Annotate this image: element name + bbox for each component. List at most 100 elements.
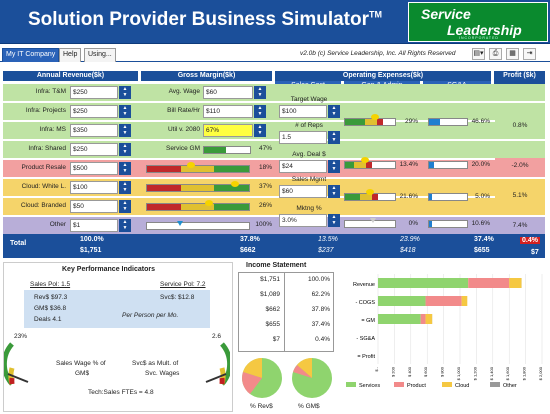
total-gm-amt: $662 — [240, 247, 256, 254]
revenue-input[interactable]: $250 — [70, 143, 118, 156]
opex-input-label: # of Reps — [295, 122, 323, 129]
spinner-icon[interactable]: ▲ ▼ — [119, 200, 131, 213]
legend-swatch — [346, 382, 356, 387]
ga-marker — [366, 189, 375, 195]
revenue-input[interactable]: $250 — [70, 86, 118, 99]
kpi-box — [24, 290, 210, 328]
category-label: - SG&A — [356, 336, 375, 342]
spinner-icon[interactable]: ▲ ▼ — [328, 105, 340, 118]
opex-input[interactable]: $60 — [279, 185, 327, 198]
kpi-per-person: Per Person per Mo. — [122, 312, 179, 319]
sga-bar-fill — [429, 194, 432, 200]
gm-bar-pct: 37% — [258, 183, 272, 190]
spinner-icon[interactable]: ▲ ▼ — [119, 143, 131, 156]
legend-swatch — [490, 382, 500, 387]
ga-pct: 0% — [408, 220, 418, 227]
revenue-input[interactable]: $250 — [70, 105, 118, 118]
spinner-icon[interactable]: ▲ ▼ — [119, 181, 131, 194]
total-sales-amt: $237 — [318, 247, 334, 254]
x-tick-label: $ 1,800 — [522, 366, 527, 380]
ga-marker — [370, 218, 376, 223]
gm-input[interactable]: $110 — [203, 105, 253, 118]
legend-label: Services — [359, 383, 380, 389]
opex-input[interactable]: $24 — [279, 160, 327, 173]
spinner-icon[interactable]: ▲ ▼ — [119, 219, 131, 232]
print-icon[interactable]: ⎙ — [489, 48, 502, 60]
exit-icon[interactable]: ⇥ — [523, 48, 536, 60]
tab-using[interactable]: Using... — [84, 48, 116, 62]
gm-marker — [177, 221, 184, 226]
ga-bar-green — [345, 162, 355, 168]
gm-bar-pct: 18% — [258, 164, 272, 171]
total-rev-amt: $1,751 — [80, 247, 102, 254]
income-pct: 0.4% — [315, 336, 330, 343]
gm-input[interactable]: $60 — [203, 86, 253, 99]
gm-input[interactable]: 67% — [203, 124, 253, 137]
ga-bar-green — [345, 119, 366, 125]
total-sga-amt: $655 — [474, 247, 490, 254]
income-statement-title: Income Statement — [246, 262, 307, 269]
sga-pct: 5.0% — [475, 193, 490, 200]
spinner-icon[interactable]: ▲ ▼ — [328, 131, 340, 144]
kpi-panel — [3, 262, 233, 412]
service-gm-fill — [204, 147, 226, 153]
revenue-input[interactable]: $1 — [70, 219, 118, 232]
revenue-input[interactable]: $100 — [70, 181, 118, 194]
spinner-icon[interactable]: ▲ ▼ — [328, 185, 340, 198]
bar-cloud — [509, 278, 522, 288]
total-gm-pct: 37.8% — [240, 236, 260, 243]
tab-help[interactable]: Help — [59, 48, 82, 62]
gm-bar-green — [214, 204, 249, 210]
row-band — [3, 122, 545, 139]
tab-bar: My IT Company Help Using... — [0, 47, 550, 62]
gm-input-label: Avg. Wage — [168, 88, 200, 95]
gauge1-value: 23% — [14, 333, 28, 340]
version-text: v2.0b (c) Service Leadership, Inc. All R… — [300, 50, 456, 57]
spinner-icon[interactable]: ▲ ▼ — [254, 86, 266, 99]
spinner-icon[interactable]: ▲ ▼ — [328, 160, 340, 173]
opex-input[interactable]: 1.5 — [279, 131, 327, 144]
spinner-icon[interactable]: ▲ ▼ — [119, 162, 131, 175]
tab-my-it-company[interactable]: My IT Company — [2, 48, 60, 62]
bar-cloud — [461, 296, 468, 306]
x-tick-label: $ 1,400 — [489, 366, 494, 380]
spinner-icon[interactable]: ▲ ▼ — [119, 124, 131, 137]
bar-services — [378, 278, 469, 288]
bar-product — [468, 278, 510, 288]
spinner-icon[interactable]: ▲ ▼ — [328, 214, 340, 227]
ga-bar-red — [366, 162, 373, 168]
row-band — [3, 217, 545, 234]
pie-gm — [292, 358, 332, 398]
revenue-input[interactable]: $350 — [70, 124, 118, 137]
revenue-row-label: Other — [49, 221, 66, 228]
gm-bar-red — [147, 204, 181, 210]
gm-input-label: Util v. 2080 — [167, 126, 200, 133]
gross-margin-header: Gross Margin($k) — [141, 71, 272, 81]
spinner-icon[interactable]: ▲ ▼ — [119, 105, 131, 118]
total-sga-pct: 37.4% — [474, 236, 494, 243]
calculator-icon[interactable]: ▦ — [506, 48, 519, 60]
opex-input-label: Sales Mgmt — [291, 176, 327, 183]
opex-input[interactable]: $100 — [279, 105, 327, 118]
x-tick-label: $ 400 — [407, 366, 412, 377]
gm-bar-yellow — [180, 185, 215, 191]
revenue-input[interactable]: $50 — [70, 200, 118, 213]
gm-input-label: Service GM — [166, 145, 200, 152]
gm-bar — [146, 222, 250, 230]
opex-input[interactable]: 3.0% — [279, 214, 327, 227]
x-tick-label: $ - — [374, 366, 379, 371]
gm-bar-yellow — [180, 166, 215, 172]
spinner-icon[interactable]: ▲ ▼ — [119, 86, 131, 99]
file-export-icon[interactable]: ▤▾ — [472, 48, 485, 60]
ga-bar-red — [372, 194, 379, 200]
revenue-input[interactable]: $500 — [70, 162, 118, 175]
spinner-icon[interactable]: ▲ ▼ — [254, 105, 266, 118]
gauge1-label2: GM$ — [75, 370, 90, 377]
revenue-row-label: Infra: Projects — [25, 107, 66, 114]
spinner-icon[interactable]: ▲ ▼ — [254, 124, 266, 137]
total-profit-amt: $7 — [531, 249, 539, 256]
bar-services — [378, 296, 426, 306]
x-tick-label: $ 1,600 — [505, 366, 510, 380]
legend-swatch — [394, 382, 404, 387]
opex-input-label: Target Wage — [290, 96, 328, 103]
